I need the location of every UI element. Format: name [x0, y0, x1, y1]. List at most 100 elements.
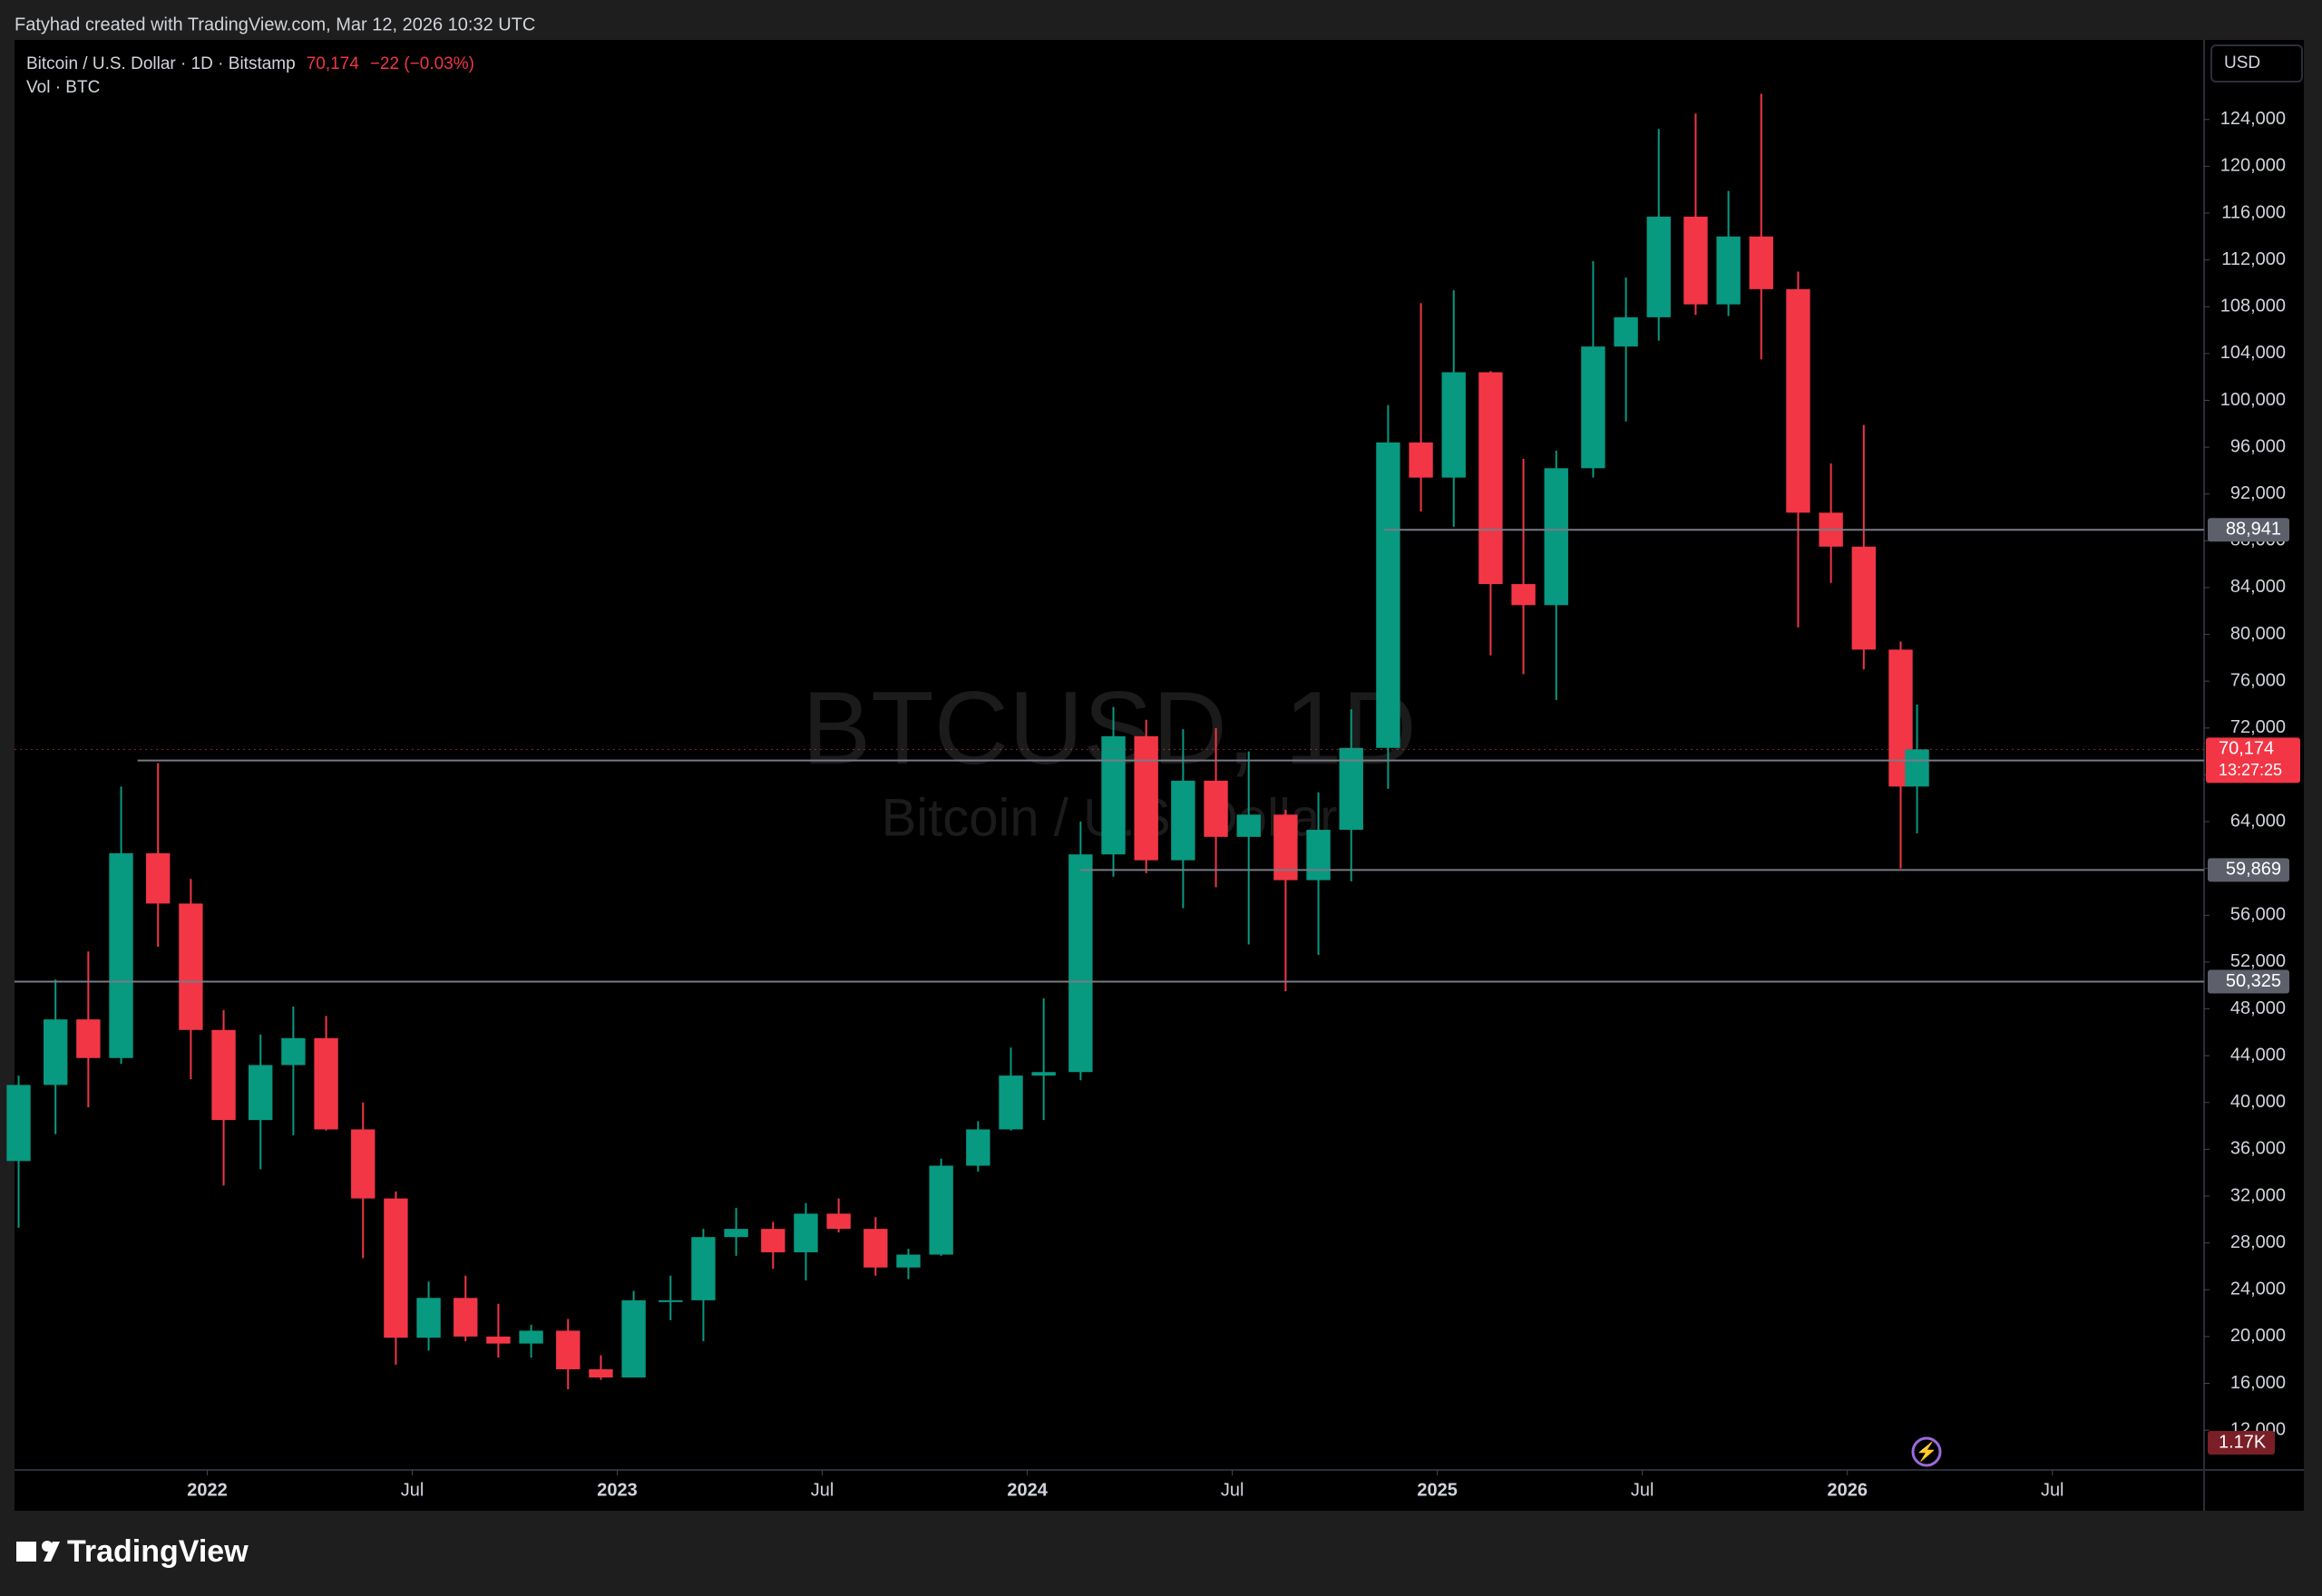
x-tick-label: Jul: [1631, 1480, 1654, 1500]
y-tick-label: 120,000: [2220, 156, 2286, 176]
candle-body: [1614, 316, 1638, 347]
candle-body: [1716, 236, 1741, 305]
candle-body: [966, 1129, 990, 1166]
last-price-box: [2206, 737, 2300, 783]
brand: TradingView: [67, 1534, 249, 1569]
candle-body: [109, 852, 133, 1058]
y-tick-label: 124,000: [2220, 109, 2286, 129]
candle-body: [1786, 288, 1810, 513]
candle-body: [761, 1229, 785, 1252]
y-tick-label: 84,000: [2230, 577, 2286, 597]
candle-body: [146, 852, 171, 904]
currency-label[interactable]: USD: [2224, 54, 2260, 73]
candle-body: [1409, 442, 1433, 478]
y-tick-label: 72,000: [2230, 717, 2286, 737]
candle-body: [281, 1037, 306, 1066]
candle-body: [1646, 216, 1671, 317]
currency-button[interactable]: [2210, 44, 2303, 83]
candle-body: [1749, 236, 1773, 289]
candle-body: [211, 1029, 236, 1121]
candle-body: [416, 1298, 441, 1338]
level-label: 50,325: [2226, 971, 2281, 991]
y-tick-label: 112,000: [2221, 249, 2286, 269]
y-tick-label: 80,000: [2230, 624, 2286, 644]
x-tick-label: Jul: [2041, 1480, 2064, 1500]
last-price-label: 70,174: [2219, 739, 2274, 759]
candle-body: [314, 1037, 338, 1130]
level-label: 88,941: [2226, 519, 2281, 539]
y-tick-label: 52,000: [2230, 951, 2286, 971]
candle-body: [1101, 735, 1126, 855]
y-tick-label: 48,000: [2230, 998, 2286, 1018]
candle-body: [351, 1129, 376, 1199]
y-tick-label: 64,000: [2230, 811, 2286, 831]
credit: Fatyhad created with TradingView.com, Ma…: [15, 15, 535, 34]
candle-body: [999, 1075, 1023, 1130]
candle-body: [724, 1229, 748, 1238]
candle-body: [486, 1336, 511, 1344]
x-tick-label: 2022: [187, 1480, 228, 1500]
candle-body: [826, 1213, 851, 1230]
x-tick-label: 2026: [1827, 1480, 1868, 1500]
y-tick-label: 108,000: [2220, 297, 2286, 316]
volume-label: 1.17K: [2219, 1432, 2267, 1452]
y-tick-label: 28,000: [2230, 1232, 2286, 1252]
candle-body: [621, 1299, 646, 1378]
volume-label-box: [2208, 1431, 2275, 1455]
x-tick-label: Jul: [401, 1480, 424, 1500]
candle-body: [1236, 814, 1261, 837]
candle-body: [1905, 749, 1929, 787]
candle-body: [1683, 216, 1708, 305]
candle-body: [659, 1299, 683, 1302]
candle-body: [1511, 584, 1536, 606]
candle-body: [1478, 372, 1503, 585]
y-tick-label: 104,000: [2220, 343, 2286, 363]
y-tick-label: 24,000: [2230, 1280, 2286, 1299]
price-change: −22 (−0.03%): [370, 54, 474, 73]
candle-body: [454, 1298, 478, 1337]
y-tick-label: 76,000: [2230, 670, 2286, 690]
logo-mark: [16, 1542, 36, 1562]
candle-body: [1851, 546, 1876, 650]
candle-body: [179, 903, 203, 1030]
candle-body: [794, 1213, 818, 1252]
level-label-box: [2208, 518, 2289, 542]
y-tick-label: 20,000: [2230, 1326, 2286, 1346]
y-tick-label: 100,000: [2220, 390, 2286, 410]
candle-body: [691, 1237, 716, 1300]
candle-body: [44, 1019, 68, 1085]
candle-body: [1171, 780, 1195, 861]
candle-body: [1068, 854, 1093, 1073]
x-tick-label: Jul: [1221, 1480, 1244, 1500]
candle-body: [896, 1254, 921, 1268]
y-tick-label: 32,000: [2230, 1185, 2286, 1205]
y-tick-label: 36,000: [2230, 1139, 2286, 1159]
x-tick-label: Jul: [811, 1480, 834, 1500]
symbol-name: Bitcoin / U.S. Dollar · 1D · Bitstamp: [26, 54, 296, 73]
candle-body: [1581, 346, 1605, 469]
candle-body: [76, 1019, 101, 1058]
last-price: 70,174: [307, 54, 360, 73]
candle-body: [589, 1369, 613, 1378]
candle-body: [519, 1330, 543, 1344]
tradingview-logo: TradingView: [16, 1534, 249, 1569]
level-label-box: [2208, 858, 2289, 882]
lightning-glyph[interactable]: ⚡: [1916, 1440, 1938, 1462]
y-tick-label: 96,000: [2230, 436, 2286, 456]
volume-title: Vol · BTC: [26, 78, 100, 97]
plot: [6, 93, 1929, 1389]
candle-body: [1544, 468, 1568, 606]
candle-body: [6, 1085, 31, 1162]
candle-body: [556, 1330, 580, 1370]
level-label: 59,869: [2226, 860, 2281, 880]
symbol-title: Bitcoin / U.S. Dollar · 1D · Bitstamp 70,…: [26, 54, 474, 73]
lightning-icon[interactable]: [1911, 1436, 1942, 1467]
logo-slash: [44, 1542, 60, 1562]
candle-body: [1306, 830, 1331, 881]
candle-body: [1339, 747, 1363, 831]
x-tick-label: 2025: [1417, 1480, 1458, 1500]
y-tick-label: 56,000: [2230, 905, 2286, 925]
y-tick-label: 92,000: [2230, 483, 2286, 503]
